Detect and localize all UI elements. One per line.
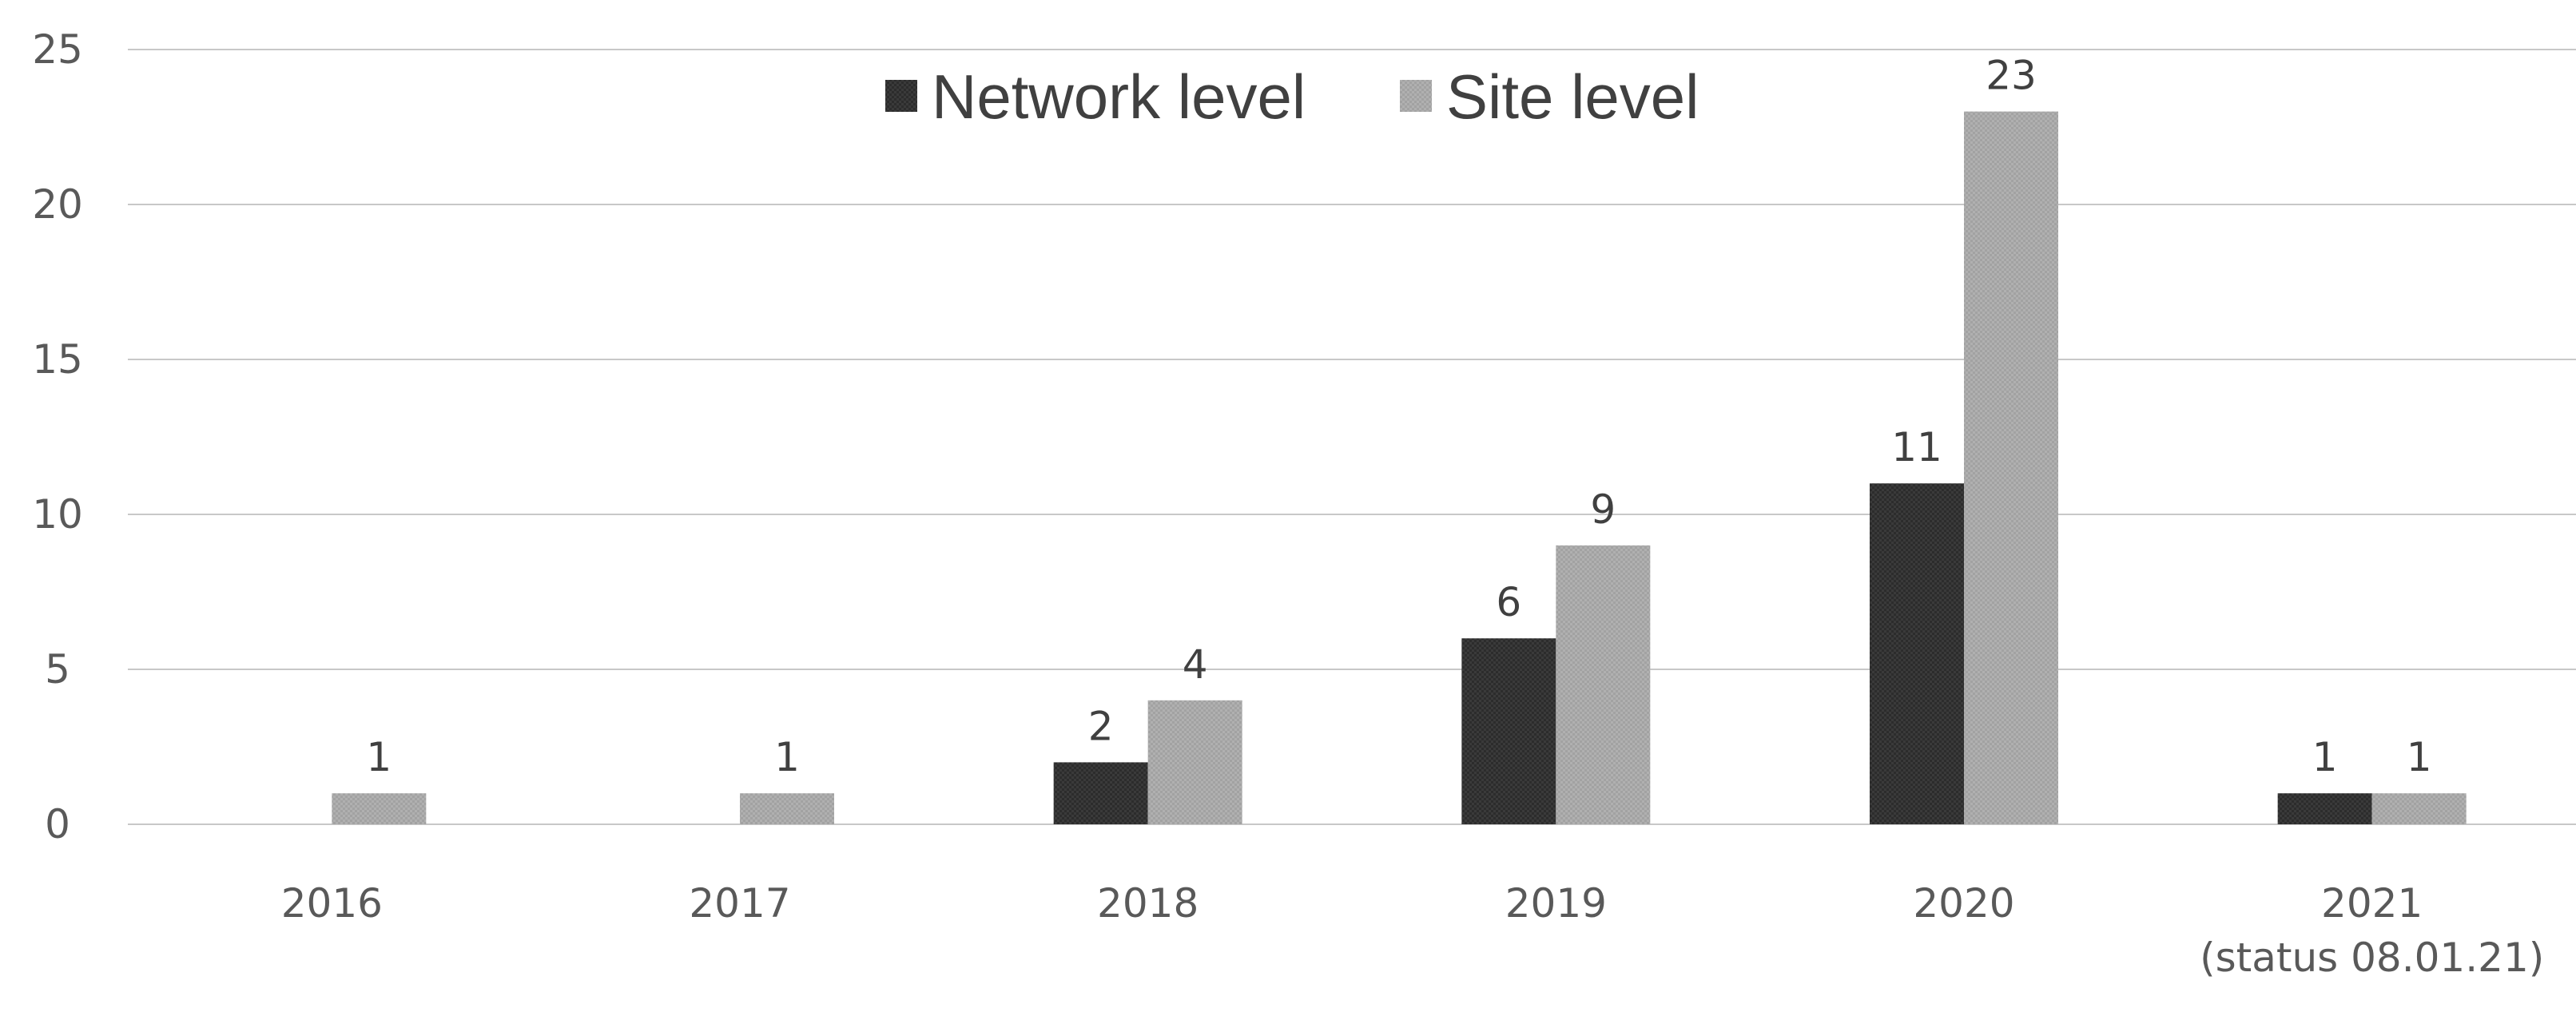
bar-site-level-0 <box>332 793 427 824</box>
bar-site-level-1 <box>740 793 834 824</box>
y-tick-label: 10 <box>32 491 83 538</box>
legend-label: Site level <box>1446 62 1699 132</box>
legend-swatch-site-level <box>1400 80 1432 112</box>
x-category-label: 2018 <box>1097 880 1199 927</box>
data-label: 6 <box>1496 579 1521 625</box>
legend-swatch-network-level <box>885 80 917 112</box>
legend: Network level Site level <box>885 62 1699 132</box>
bar-network-level-4 <box>1870 483 1964 824</box>
bar-network-level-3 <box>1461 638 1556 824</box>
bar-site-level-3 <box>1556 545 1651 824</box>
x-category-label: 2017 <box>689 880 790 927</box>
y-tick-label: 25 <box>32 26 83 73</box>
data-label: 23 <box>1986 53 2037 99</box>
data-label: 11 <box>1891 424 1942 470</box>
y-tick-label: 20 <box>32 181 83 228</box>
y-axis-ticks: 0 5 10 15 20 25 <box>32 26 83 847</box>
bar-site-level-5 <box>2371 793 2467 824</box>
x-category-label: 2019 <box>1505 880 1607 927</box>
data-label: 9 <box>1590 486 1616 533</box>
y-tick-label: 0 <box>45 801 70 847</box>
x-category-label: 2016 <box>281 880 383 927</box>
bar-site-level-4 <box>1964 111 2058 825</box>
bar-network-level-5 <box>2277 793 2372 824</box>
y-tick-label: 15 <box>32 336 83 383</box>
data-label: 2 <box>1088 703 1114 749</box>
data-label: 1 <box>774 734 800 780</box>
y-tick-label: 5 <box>45 646 70 693</box>
gridlines <box>128 49 2576 825</box>
bar-site-level-2 <box>1147 700 1242 824</box>
bars <box>332 111 2467 825</box>
legend-label: Network level <box>932 62 1306 132</box>
data-label: 4 <box>1183 641 1208 688</box>
data-label: 1 <box>2312 734 2338 780</box>
x-category-label: 2021 (status 08.01.21) <box>2200 880 2544 981</box>
x-category-label: 2020 <box>1913 880 2014 927</box>
bar-network-level-2 <box>1053 762 1148 824</box>
x-axis-categories: 2016 2017 2018 2019 2020 2021 (status 08.01.21… <box>281 880 2545 981</box>
data-label: 1 <box>366 734 392 780</box>
data-label: 1 <box>2407 734 2432 780</box>
